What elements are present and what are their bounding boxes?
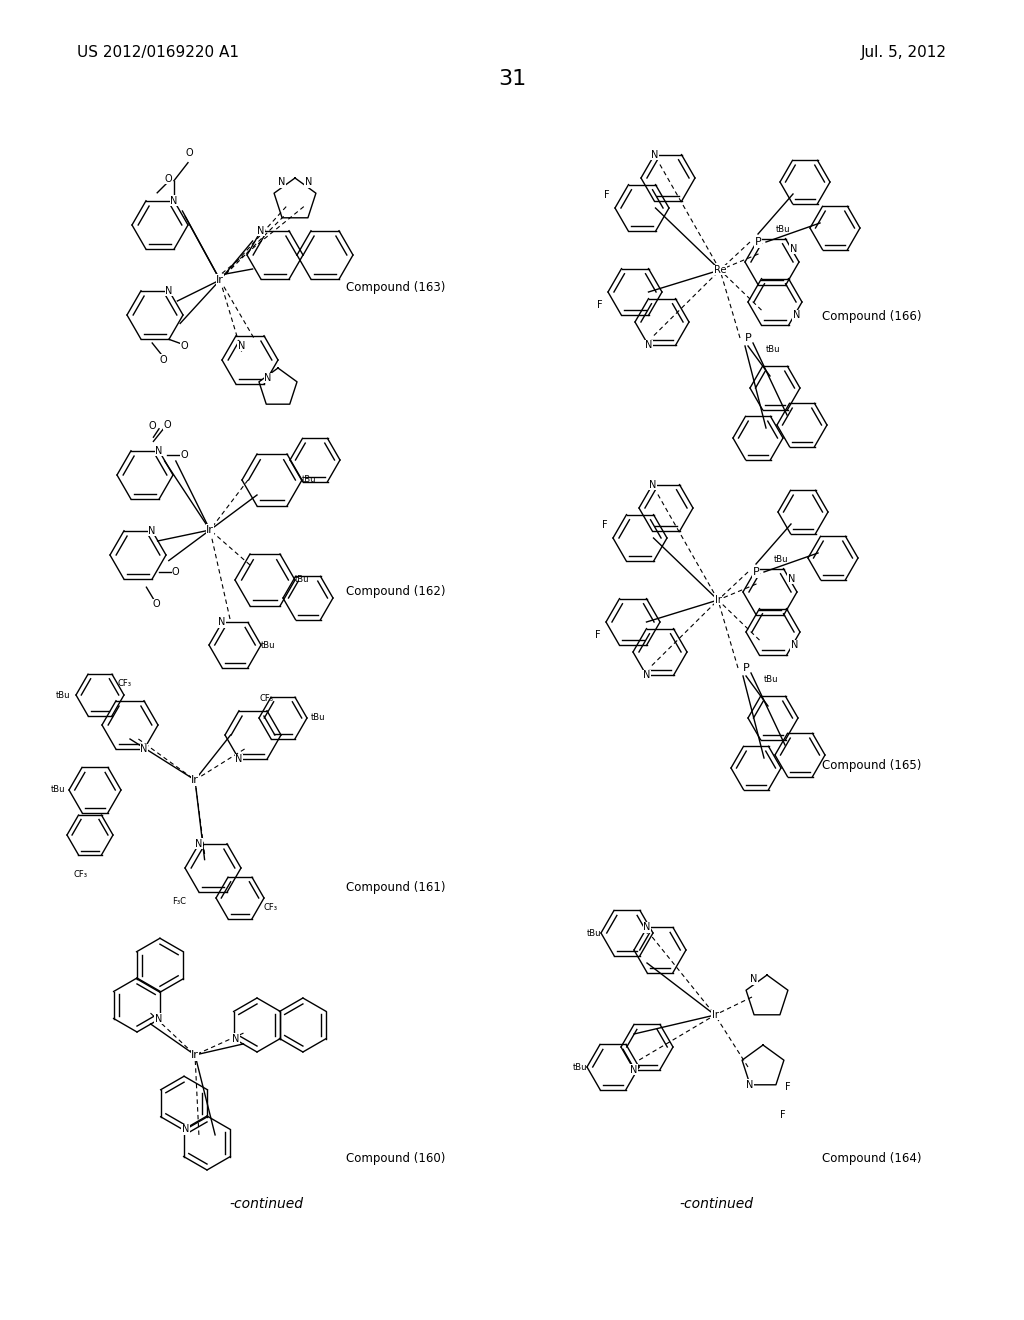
Text: N: N	[651, 149, 658, 160]
Text: Ir: Ir	[191, 1049, 199, 1060]
Text: O: O	[172, 566, 179, 577]
Text: Compound (160): Compound (160)	[346, 1152, 445, 1166]
Text: N: N	[643, 671, 650, 681]
Text: N: N	[257, 226, 264, 236]
Text: N: N	[793, 310, 801, 321]
Text: P: P	[755, 238, 762, 247]
Text: O: O	[185, 148, 194, 157]
Text: tBu: tBu	[302, 475, 316, 484]
Text: F: F	[604, 190, 609, 199]
Text: O: O	[164, 420, 171, 429]
Text: P: P	[742, 663, 750, 673]
Text: tBu: tBu	[50, 785, 65, 795]
Text: US 2012/0169220 A1: US 2012/0169220 A1	[77, 45, 239, 61]
Text: O: O	[148, 421, 156, 432]
Text: O: O	[153, 599, 160, 609]
Text: CF₃: CF₃	[263, 903, 278, 912]
Text: N: N	[643, 923, 650, 932]
Text: N: N	[649, 479, 656, 490]
Text: F₃C: F₃C	[172, 898, 186, 906]
Text: N: N	[231, 1034, 239, 1044]
Text: N: N	[645, 341, 652, 351]
Text: N: N	[218, 618, 225, 627]
Text: O: O	[160, 355, 167, 364]
Text: N: N	[279, 177, 286, 187]
Text: N: N	[751, 974, 758, 985]
Text: N: N	[155, 1014, 162, 1023]
Text: Compound (162): Compound (162)	[346, 585, 445, 598]
Text: Jul. 5, 2012: Jul. 5, 2012	[861, 45, 947, 61]
Text: N: N	[140, 744, 147, 754]
Text: N: N	[304, 177, 312, 187]
Text: F: F	[597, 301, 603, 310]
Text: tBu: tBu	[766, 346, 780, 355]
Text: N: N	[170, 195, 178, 206]
Text: F: F	[780, 1110, 785, 1119]
Text: CF₃: CF₃	[260, 694, 274, 704]
Text: CF₃: CF₃	[73, 870, 87, 879]
Text: Compound (165): Compound (165)	[822, 759, 922, 772]
Text: tBu: tBu	[776, 226, 791, 235]
Text: F: F	[602, 520, 607, 529]
Text: P: P	[744, 333, 752, 343]
Text: tBu: tBu	[55, 690, 70, 700]
Text: P: P	[753, 568, 760, 577]
Text: tBu: tBu	[261, 640, 275, 649]
Text: N: N	[181, 1125, 189, 1134]
Text: tBu: tBu	[587, 928, 601, 937]
Text: Ir: Ir	[712, 1010, 719, 1020]
Text: N: N	[631, 1065, 638, 1074]
Text: tBu: tBu	[311, 714, 326, 722]
Text: Ir: Ir	[216, 275, 224, 285]
Text: -continued: -continued	[229, 1197, 303, 1210]
Text: N: N	[156, 446, 163, 455]
Text: N: N	[165, 285, 173, 296]
Text: N: N	[196, 838, 203, 849]
Text: Ir: Ir	[715, 595, 722, 605]
Text: N: N	[264, 374, 271, 383]
Text: Compound (166): Compound (166)	[822, 310, 922, 323]
Text: tBu: tBu	[774, 556, 788, 565]
Text: -continued: -continued	[680, 1197, 754, 1210]
Text: N: N	[746, 1080, 754, 1089]
Text: Re: Re	[714, 265, 726, 275]
Text: Ir: Ir	[191, 775, 199, 785]
Text: tBu: tBu	[295, 576, 309, 585]
Text: 31: 31	[498, 69, 526, 90]
Text: N: N	[791, 640, 799, 651]
Text: tBu: tBu	[764, 676, 778, 685]
Text: CF₃: CF₃	[118, 678, 131, 688]
Text: O: O	[180, 450, 188, 461]
Text: F: F	[595, 631, 601, 640]
Text: tBu: tBu	[572, 1063, 587, 1072]
Text: N: N	[787, 573, 796, 583]
Text: Compound (163): Compound (163)	[346, 281, 445, 294]
Text: O: O	[180, 342, 188, 351]
Text: Compound (164): Compound (164)	[822, 1152, 922, 1166]
Text: N: N	[236, 754, 243, 764]
Text: Compound (161): Compound (161)	[346, 880, 445, 894]
Text: Ir: Ir	[206, 525, 214, 535]
Text: F: F	[785, 1082, 791, 1092]
Text: N: N	[148, 525, 156, 536]
Text: N: N	[790, 243, 798, 253]
Text: O: O	[165, 174, 172, 183]
Text: N: N	[238, 341, 246, 351]
